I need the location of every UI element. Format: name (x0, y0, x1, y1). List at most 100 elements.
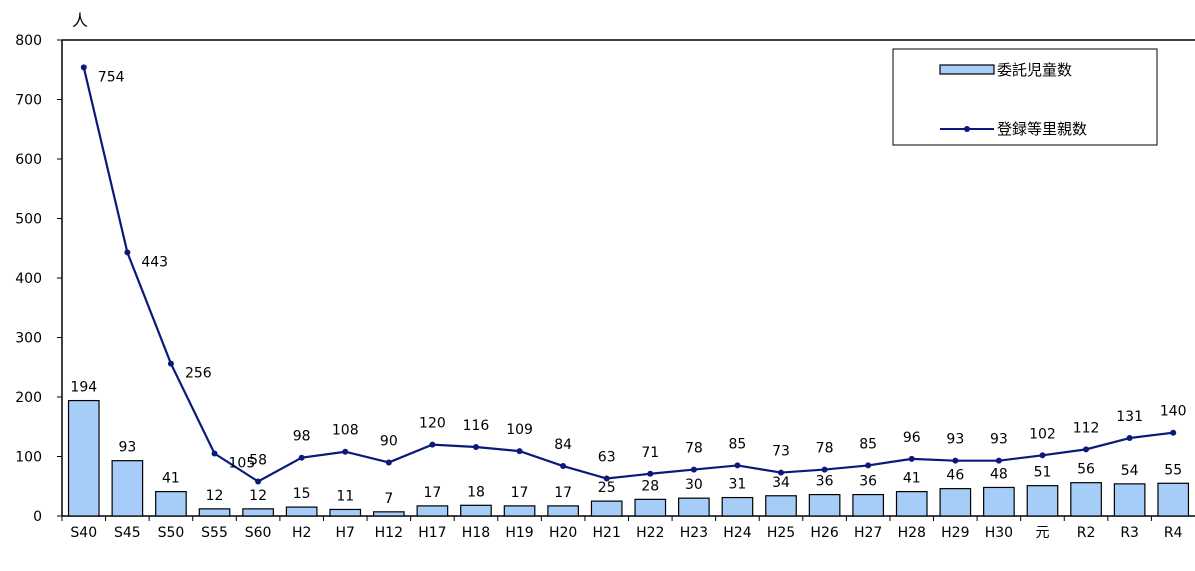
line-value-label: 102 (1029, 426, 1056, 442)
line-point (865, 462, 872, 469)
bar-value-label: 28 (641, 478, 659, 494)
bar-value-label: 56 (1077, 462, 1095, 478)
line-point (211, 450, 218, 457)
bar-series (67, 399, 1190, 517)
line-point (778, 469, 785, 476)
x-tick-label: H27 (854, 525, 882, 541)
y-tick-label: 100 (15, 450, 42, 466)
x-tick-label: H23 (680, 525, 708, 541)
y-axis-unit: 人 (72, 11, 88, 30)
bar (198, 508, 231, 517)
bar-value-label: 194 (70, 380, 97, 396)
bar (852, 493, 885, 517)
line-value-label: 58 (249, 452, 267, 468)
bar (939, 488, 972, 517)
legend: 委託児童数 登録等里親数 (892, 48, 1158, 146)
x-tick-label: H24 (723, 525, 751, 541)
line-value-label: 96 (903, 430, 921, 446)
line-point (908, 455, 915, 462)
line-point (995, 457, 1002, 464)
bar (416, 505, 449, 517)
y-tick-label: 600 (15, 152, 42, 168)
bar-value-label: 17 (423, 485, 441, 501)
bar (1113, 483, 1146, 517)
bar-value-label: 17 (511, 485, 529, 501)
line-value-label: 93 (990, 432, 1008, 448)
line-value-label: 73 (772, 444, 790, 460)
line-point (647, 470, 654, 477)
bar (67, 399, 100, 517)
x-tick-label: H21 (593, 525, 621, 541)
line-value-label: 85 (729, 436, 747, 452)
bar (372, 511, 405, 517)
bar-value-label: 54 (1121, 463, 1139, 479)
bar (1157, 482, 1190, 517)
x-tick-label: R3 (1120, 525, 1139, 541)
line-series (80, 64, 1177, 485)
bar-value-label: 17 (554, 485, 572, 501)
line-value-label: 63 (598, 450, 616, 466)
x-tick-label: H17 (418, 525, 446, 541)
y-tick-label: 0 (33, 509, 42, 525)
x-tick-label: H7 (336, 525, 355, 541)
x-tick-label: S50 (158, 525, 185, 541)
bar (808, 493, 841, 517)
line-value-label: 131 (1116, 409, 1143, 425)
line-value-label: 85 (859, 436, 877, 452)
line-value-label: 116 (463, 418, 490, 434)
line-point (255, 478, 262, 485)
line-value-label: 90 (380, 433, 398, 449)
line-point (516, 448, 523, 455)
line-point (80, 64, 87, 71)
bar (111, 460, 144, 517)
bar-value-label: 93 (118, 440, 136, 456)
bar (285, 506, 318, 517)
bar-value-label: 36 (859, 474, 877, 490)
line-value-label: 443 (141, 254, 168, 270)
legend-line-label: 登録等里親数 (997, 120, 1087, 138)
bar-value-label: 31 (729, 477, 747, 493)
x-tick-label: S40 (70, 525, 97, 541)
x-tick-label: H26 (810, 525, 838, 541)
x-tick-label: S55 (201, 525, 228, 541)
x-tick-label: S45 (114, 525, 141, 541)
bar-value-label: 41 (162, 471, 180, 487)
line-point (342, 448, 349, 455)
line-path (82, 67, 1174, 483)
line-value-label: 71 (641, 445, 659, 461)
line-point (952, 457, 959, 464)
line-point (560, 463, 567, 470)
bar-value-label: 12 (249, 488, 267, 504)
bar-value-label: 55 (1164, 462, 1182, 478)
y-tick-label: 500 (15, 212, 42, 228)
x-tick-label: H19 (505, 525, 533, 541)
x-tick-label: H29 (941, 525, 969, 541)
bar (242, 508, 274, 517)
bar-value-label: 48 (990, 466, 1008, 482)
line-value-label: 78 (685, 441, 703, 457)
x-tick-label: H30 (985, 525, 1013, 541)
line-value-label: 78 (816, 441, 834, 457)
line-value-label: 109 (506, 422, 533, 438)
line-point (690, 466, 697, 473)
x-tick-label: R4 (1164, 525, 1183, 541)
y-tick-label: 800 (15, 33, 42, 49)
x-tick-label: H12 (375, 525, 403, 541)
y-tick-label: 700 (15, 93, 42, 109)
x-tick-label: R2 (1077, 525, 1096, 541)
bar-value-label: 12 (206, 488, 224, 504)
line-value-label: 140 (1160, 404, 1187, 420)
line-point (1039, 452, 1046, 459)
bar (547, 505, 579, 517)
line-point (603, 475, 610, 482)
line-value-label: 108 (332, 423, 359, 439)
x-tick-label: H22 (636, 525, 664, 541)
legend-bar-label: 委託児童数 (997, 61, 1072, 79)
line-point (1170, 429, 1177, 436)
x-tick-label: H20 (549, 525, 577, 541)
y-tick-label: 200 (15, 390, 42, 406)
bar-value-label: 46 (946, 468, 964, 484)
